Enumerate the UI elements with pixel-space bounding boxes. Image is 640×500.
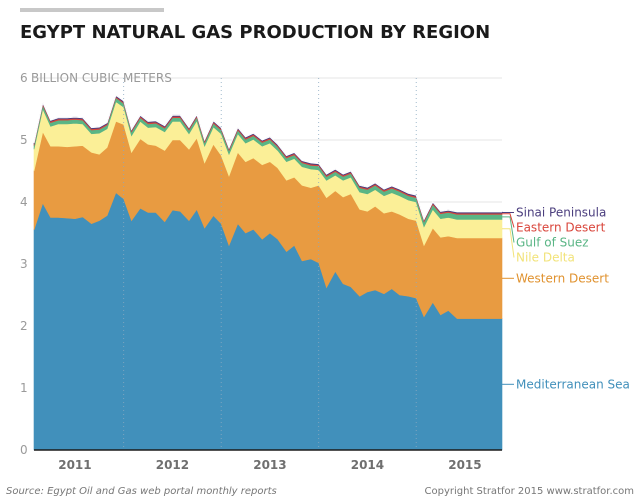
y-tick-label: 3 bbox=[20, 257, 28, 271]
series-label-sinai-peninsula: Sinai Peninsula bbox=[516, 206, 606, 220]
y-axis-label: BILLION CUBIC METERS bbox=[31, 71, 172, 85]
x-tick-label: 2014 bbox=[351, 458, 384, 472]
overlay-layer bbox=[33, 78, 502, 451]
y-tick-label: 2 bbox=[20, 319, 28, 333]
series-label-western-desert: Western Desert bbox=[516, 271, 609, 285]
y-tick-label: 4 bbox=[20, 195, 28, 209]
x-tick-label: 2015 bbox=[448, 458, 481, 472]
area-layer bbox=[33, 94, 503, 451]
leader-eastern-desert bbox=[502, 213, 515, 228]
series-label-eastern-desert: Eastern Desert bbox=[516, 221, 606, 235]
copyright-note: Copyright Stratfor 2015 www.stratfor.com bbox=[425, 486, 634, 497]
series-label-nile-delta: Nile Delta bbox=[516, 251, 575, 265]
x-tick-labels: 2011 2012 2013 2014 2015 bbox=[58, 458, 481, 472]
leader-gulf-of-suez bbox=[502, 216, 515, 243]
area-top-outline bbox=[33, 94, 502, 221]
series-label-gulf-of-suez: Gulf of Suez bbox=[516, 236, 589, 250]
x-tick-label: 2011 bbox=[58, 458, 91, 472]
y-tick-label: 6 bbox=[20, 71, 28, 85]
y-tick-label: 0 bbox=[20, 443, 28, 457]
y-tick-labels: 0 1 2 3 4 5 6 BILLION CUBIC METERS bbox=[20, 71, 172, 457]
title-accent-bar bbox=[20, 8, 164, 12]
leader-nile-delta bbox=[502, 228, 515, 258]
x-tick-label: 2013 bbox=[253, 458, 286, 472]
source-note: Source: Egypt Oil and Gas web portal mon… bbox=[6, 486, 277, 497]
chart-title: EGYPT NATURAL GAS PRODUCTION BY REGION bbox=[20, 22, 490, 43]
series-label-mediterranean-sea: Mediterranean Sea bbox=[516, 377, 630, 391]
y-tick-label: 1 bbox=[20, 381, 28, 395]
x-tick-label: 2012 bbox=[156, 458, 189, 472]
series-labels: Mediterranean Sea Western Desert Nile Delt… bbox=[502, 206, 630, 391]
y-tick-label: 5 bbox=[20, 133, 28, 147]
